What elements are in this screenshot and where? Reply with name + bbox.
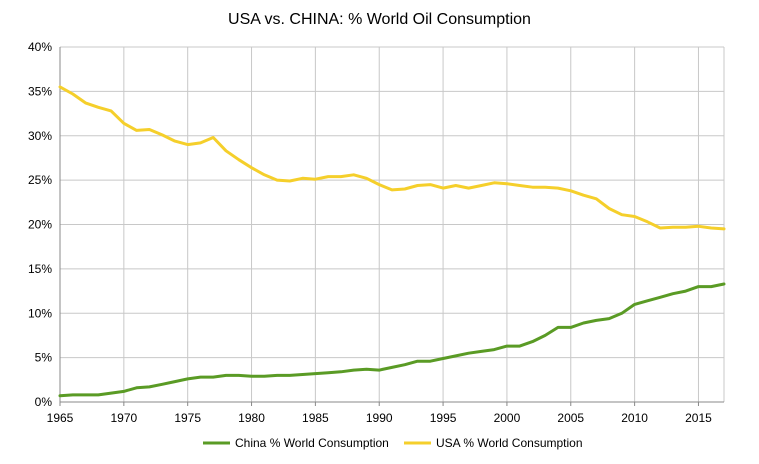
y-tick-label: 10% (28, 306, 52, 320)
grid (59, 46, 725, 403)
x-tick-label: 1965 (47, 411, 74, 425)
x-tick-label: 1995 (430, 411, 457, 425)
x-tick-label: 2010 (621, 411, 648, 425)
y-tick-label: 0% (35, 395, 53, 409)
x-tick-label: 2015 (685, 411, 712, 425)
series-lines (58, 85, 726, 398)
x-tick-labels: 1965 1970 1975 1980 1985 1990 1995 2000 2005 2010… (47, 411, 712, 425)
series-line-0 (58, 282, 726, 398)
legend-label-0: China % World Consumption (235, 436, 389, 450)
y-tick-label: 20% (28, 218, 52, 232)
x-tick-label: 2000 (494, 411, 521, 425)
x-tick-label: 1985 (302, 411, 329, 425)
y-tick-label: 40% (28, 40, 52, 54)
legend: China % World Consumption USA % World Con… (203, 436, 583, 450)
x-tick-label: 1980 (238, 411, 265, 425)
x-tick-label: 1970 (110, 411, 137, 425)
chart-title: USA vs. CHINA: % World Oil Consumption (228, 11, 531, 28)
legend-label-1: USA % World Consumption (436, 436, 583, 450)
y-tick-label: 25% (28, 173, 52, 187)
series-line-1 (58, 85, 726, 231)
y-tick-labels: 0% 5% 10% 15% 20% 25% 30% 35% 40% (28, 40, 52, 409)
x-tick-label: 1990 (366, 411, 393, 425)
y-tick-label: 30% (28, 129, 52, 143)
y-tick-label: 5% (35, 351, 53, 365)
y-tick-label: 35% (28, 84, 52, 98)
axes (59, 47, 724, 406)
y-tick-label: 15% (28, 262, 52, 276)
x-tick-label: 1975 (174, 411, 201, 425)
x-tick-label: 2005 (557, 411, 584, 425)
